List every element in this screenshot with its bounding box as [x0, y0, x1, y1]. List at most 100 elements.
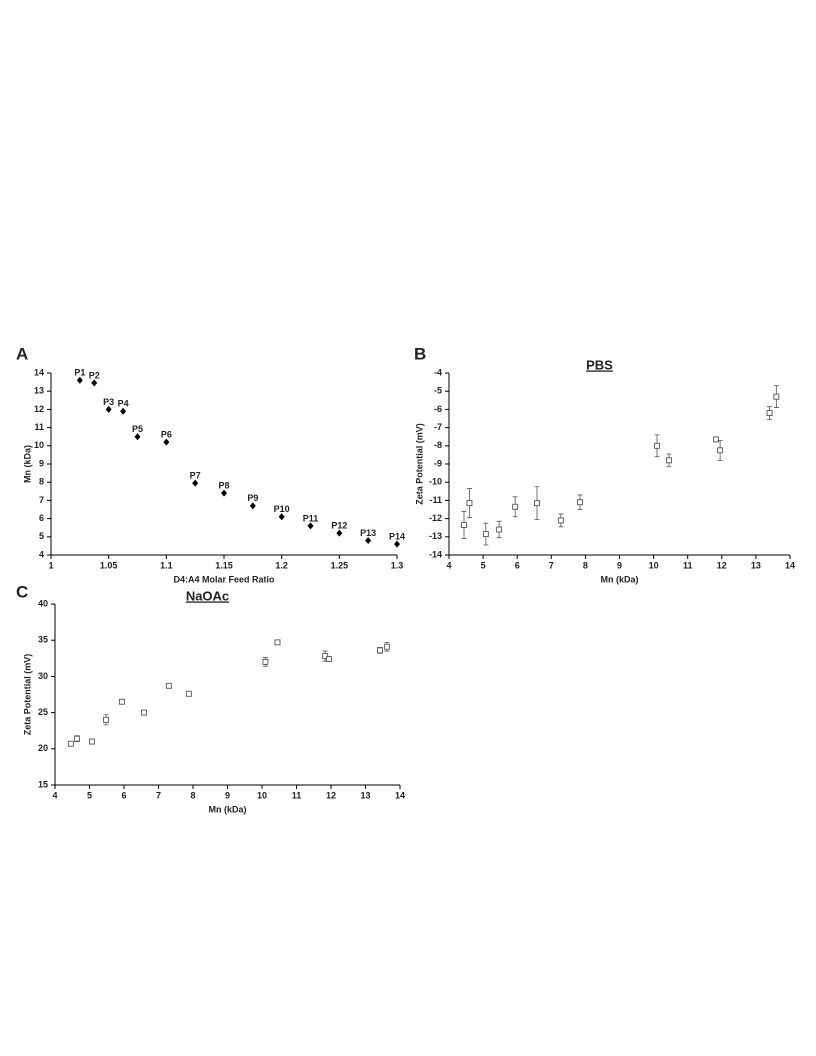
y-tick-label: 15: [38, 779, 48, 789]
y-tick-label: -13: [429, 531, 442, 541]
y-axis-label: Zeta Potential (mV): [22, 654, 32, 736]
point: [74, 735, 81, 742]
point: [163, 438, 170, 446]
point: [717, 447, 724, 454]
x-tick-label: 1.05: [100, 560, 118, 570]
x-tick-label: 4: [52, 790, 57, 800]
point-label: P10: [274, 504, 290, 514]
y-tick-label: 8: [39, 477, 44, 487]
point-label: P13: [360, 528, 376, 538]
point: [461, 522, 467, 528]
x-tick-label: 9: [617, 560, 622, 570]
point-label: P14: [389, 531, 405, 541]
point: [120, 407, 127, 415]
x-tick-label: 5: [87, 790, 92, 800]
point-label: P7: [190, 470, 201, 480]
y-tick-label: 7: [39, 495, 44, 505]
x-tick-label: 1.15: [215, 560, 233, 570]
y-tick-label: -12: [429, 513, 442, 523]
point: [221, 489, 227, 497]
panel-label: C: [16, 582, 28, 601]
chart-title: PBS: [586, 357, 613, 372]
point: [192, 479, 199, 487]
point: [274, 639, 281, 646]
x-axis-label: D4:A4 Molar Feed Ratio: [173, 574, 275, 584]
x-tick-label: 1.3: [391, 560, 404, 570]
y-tick-label: -8: [434, 440, 442, 450]
y-tick-label: -7: [434, 422, 442, 432]
point: [307, 522, 314, 530]
point: [557, 517, 564, 524]
point-label: P2: [89, 370, 100, 380]
x-tick-label: 10: [649, 560, 659, 570]
x-tick-label: 4: [446, 560, 451, 570]
point-label: P11: [303, 513, 319, 523]
x-tick-label: 9: [225, 790, 230, 800]
point: [773, 393, 780, 400]
point: [377, 647, 383, 654]
x-axis-label: Mn (kDa): [601, 574, 639, 584]
y-tick-label: 25: [38, 707, 48, 717]
point: [262, 658, 269, 665]
x-tick-label: 14: [785, 560, 795, 570]
y-tick-label: 6: [39, 513, 44, 523]
point: [665, 457, 672, 464]
point: [534, 500, 540, 507]
y-tick-label: 35: [38, 635, 48, 645]
x-tick-label: 13: [360, 790, 370, 800]
point: [482, 531, 489, 538]
y-tick-label: 9: [39, 458, 44, 468]
point: [118, 698, 125, 705]
x-tick-label: 7: [156, 790, 161, 800]
point: [165, 682, 172, 689]
point: [325, 656, 332, 662]
x-tick-label: 10: [257, 790, 267, 800]
y-axis-label: Mn (kDa): [22, 445, 32, 483]
point-label: P8: [218, 480, 229, 490]
point-label: P12: [331, 521, 347, 531]
x-tick-label: 6: [121, 790, 126, 800]
x-tick-label: 12: [717, 560, 727, 570]
x-tick-label: 1: [48, 560, 53, 570]
y-tick-label: 14: [34, 367, 44, 377]
panel-label: A: [16, 344, 28, 363]
panel-label: B: [414, 344, 426, 363]
point: [76, 376, 83, 384]
y-tick-label: -5: [434, 386, 442, 396]
point: [713, 436, 719, 443]
point: [576, 499, 583, 506]
point-label: P4: [118, 399, 129, 409]
point: [336, 529, 343, 537]
point-label: P1: [74, 368, 85, 378]
y-tick-label: -10: [429, 477, 442, 487]
point: [141, 709, 147, 716]
point: [496, 526, 503, 533]
y-tick-label: 13: [34, 386, 44, 396]
point: [512, 503, 519, 510]
y-tick-label: 11: [34, 422, 44, 432]
point: [134, 433, 141, 441]
x-tick-label: 13: [751, 560, 761, 570]
point: [103, 716, 110, 723]
point-label: P5: [132, 424, 143, 434]
y-tick-label: -9: [434, 458, 442, 468]
point: [105, 405, 112, 413]
y-tick-label: -14: [429, 549, 442, 559]
x-tick-label: 11: [292, 790, 302, 800]
x-tick-label: 14: [395, 790, 405, 800]
y-tick-label: -4: [434, 367, 442, 377]
y-tick-label: 10: [34, 440, 44, 450]
point: [91, 379, 98, 387]
point-label: P6: [161, 430, 172, 440]
y-tick-label: 30: [38, 671, 48, 681]
point: [394, 540, 400, 548]
y-tick-label: 4: [39, 549, 44, 559]
chart-title: NaOAc: [186, 588, 229, 603]
y-tick-label: 20: [38, 743, 48, 753]
point: [365, 536, 372, 544]
point: [88, 738, 95, 745]
point-label: P3: [103, 397, 114, 407]
point: [249, 502, 256, 510]
